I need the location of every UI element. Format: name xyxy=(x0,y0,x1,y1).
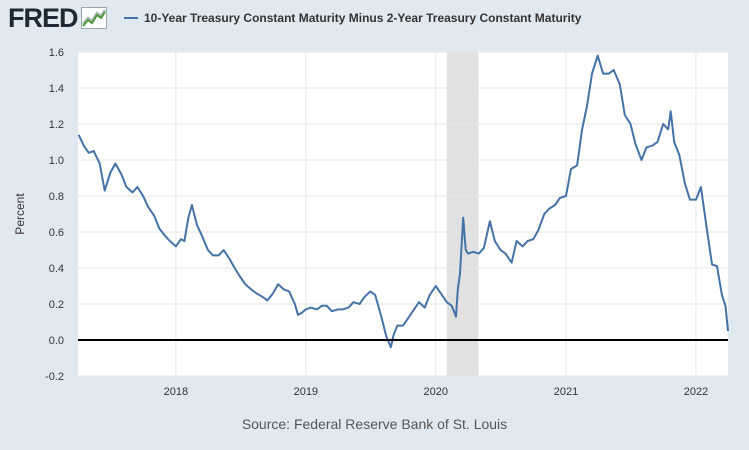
legend-swatch xyxy=(124,17,138,19)
recession-shading-group xyxy=(446,52,479,376)
legend: 10-Year Treasury Constant Maturity Minus… xyxy=(124,11,581,25)
y-tick-label: 0.2 xyxy=(49,299,64,311)
x-tick-label: 2020 xyxy=(424,386,448,398)
logo-text: FRED xyxy=(8,3,78,33)
fred-logo[interactable]: FRED xyxy=(8,4,107,32)
line-chart: -0.2 0.0 0.2 0.4 0.6 0.8 1.0 1.2 1.4 1.6 2018 2019… xyxy=(13,47,729,398)
x-tick-label: 2018 xyxy=(164,386,188,398)
x-tick-labels: 2018 2019 2020 2021 2022 xyxy=(164,386,709,398)
x-tick-label: 2019 xyxy=(294,386,318,398)
y-tick-label: 1.6 xyxy=(49,47,64,59)
fred-graph-icon xyxy=(80,7,107,29)
y-tick-label: 0.4 xyxy=(49,263,64,275)
y-axis-title: Percent xyxy=(13,193,27,235)
y-tick-label: 0.6 xyxy=(49,227,64,239)
x-tick-label: 2021 xyxy=(554,386,578,398)
y-tick-label: 0.8 xyxy=(49,191,64,203)
x-tick-label: 2022 xyxy=(684,386,708,398)
y-tick-label: 1.2 xyxy=(49,119,64,131)
series-group xyxy=(77,54,729,349)
legend-label: 10-Year Treasury Constant Maturity Minus… xyxy=(144,11,582,25)
y-tick-label: 1.4 xyxy=(49,83,64,95)
series-line xyxy=(77,54,729,349)
header: FRED 10-Year Treasury Constant Maturity … xyxy=(0,0,749,40)
y-tick-labels: -0.2 0.0 0.2 0.4 0.6 0.8 1.0 1.2 1.4 1.6 xyxy=(45,47,64,383)
plot-background xyxy=(78,52,728,376)
y-tick-label: -0.2 xyxy=(45,371,64,383)
y-tick-label: 1.0 xyxy=(49,155,64,167)
recession-shading xyxy=(446,52,479,376)
y-tick-label: 0.0 xyxy=(49,335,64,347)
x-gridlines xyxy=(175,52,697,376)
source-note: Source: Federal Reserve Bank of St. Loui… xyxy=(241,416,508,432)
